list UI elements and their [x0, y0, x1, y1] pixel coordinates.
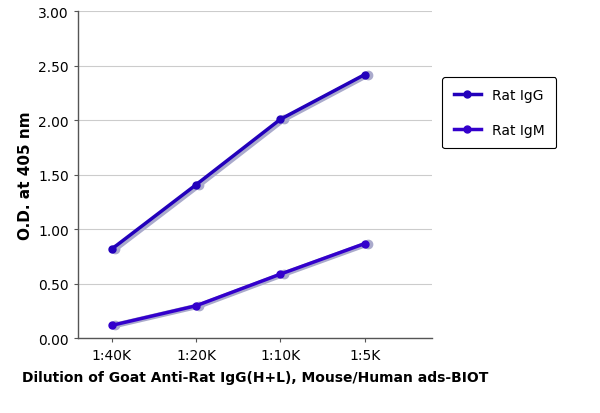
Rat IgG [277, 118, 284, 123]
X-axis label: Dilution of Goat Anti-Rat IgG(H+L), Mouse/Human ads-BIOT: Dilution of Goat Anti-Rat IgG(H+L), Mous… [22, 370, 488, 384]
Line: Rat IgM: Rat IgM [108, 241, 368, 329]
Rat IgG [361, 73, 368, 78]
Line: Rat IgG: Rat IgG [108, 72, 368, 253]
Y-axis label: O.D. at 405 nm: O.D. at 405 nm [17, 112, 32, 240]
Rat IgM [193, 304, 200, 309]
Rat IgG [193, 183, 200, 188]
Rat IgM [361, 242, 368, 247]
Legend: Rat IgG, Rat IgM: Rat IgG, Rat IgM [442, 78, 556, 149]
Rat IgM [108, 323, 115, 328]
Rat IgM [277, 272, 284, 277]
Rat IgG [108, 247, 115, 252]
